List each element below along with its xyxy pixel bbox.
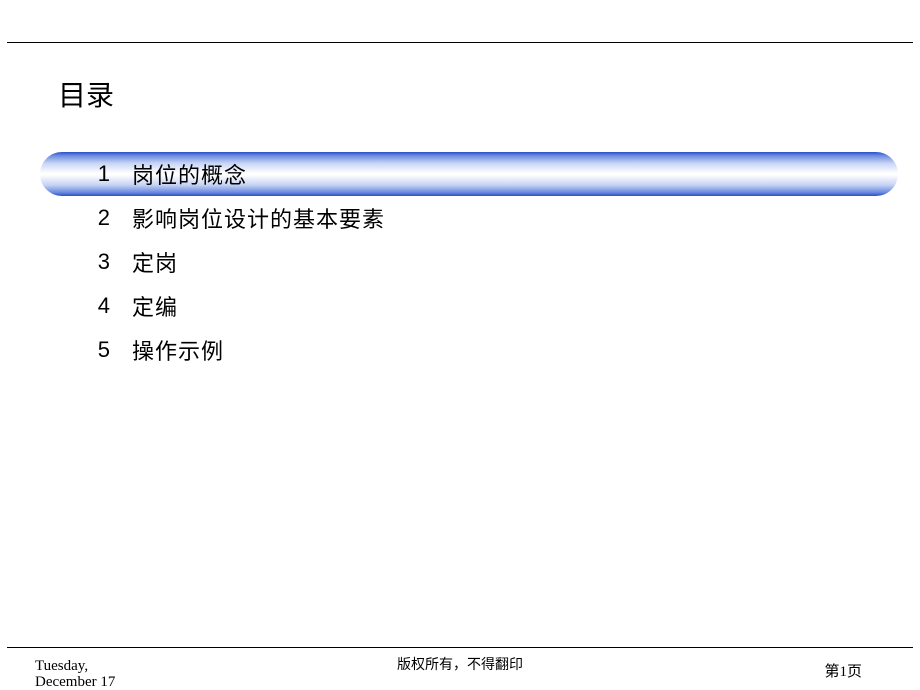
toc-item-number: 1 (40, 161, 132, 187)
footer-date-line1: Tuesday, (35, 658, 115, 674)
toc-item-text: 定岗 (132, 246, 178, 278)
toc-item-text: 岗位的概念 (132, 158, 247, 190)
toc-item-number: 2 (40, 205, 132, 231)
footer-page-number: 第1页 (824, 660, 862, 681)
footer: Tuesday, December 17 版权所有，不得翻印 第1页 (0, 648, 920, 690)
toc-item: 5 操作示例 (40, 328, 898, 372)
toc-item-number: 3 (40, 249, 132, 275)
toc-item: 2 影响岗位设计的基本要素 (40, 196, 898, 240)
toc-item-number: 5 (40, 337, 132, 363)
footer-date: Tuesday, December 17 (35, 658, 115, 690)
toc-item: 4 定编 (40, 284, 898, 328)
top-divider (7, 42, 913, 43)
toc-item: 3 定岗 (40, 240, 898, 284)
toc-item-text: 操作示例 (132, 334, 224, 366)
toc-item-text: 定编 (132, 290, 178, 322)
toc-list: 1 岗位的概念 2 影响岗位设计的基本要素 3 定岗 4 定编 5 操作示例 (40, 152, 898, 372)
toc-item-text: 影响岗位设计的基本要素 (132, 202, 385, 234)
toc-item-number: 4 (40, 293, 132, 319)
page-title: 目录 (58, 74, 114, 114)
footer-date-line2: December 17 (35, 674, 115, 690)
toc-container: 1 岗位的概念 2 影响岗位设计的基本要素 3 定岗 4 定编 5 操作示例 (40, 152, 898, 372)
toc-item: 1 岗位的概念 (40, 152, 898, 196)
footer-copyright: 版权所有，不得翻印 (397, 654, 523, 674)
